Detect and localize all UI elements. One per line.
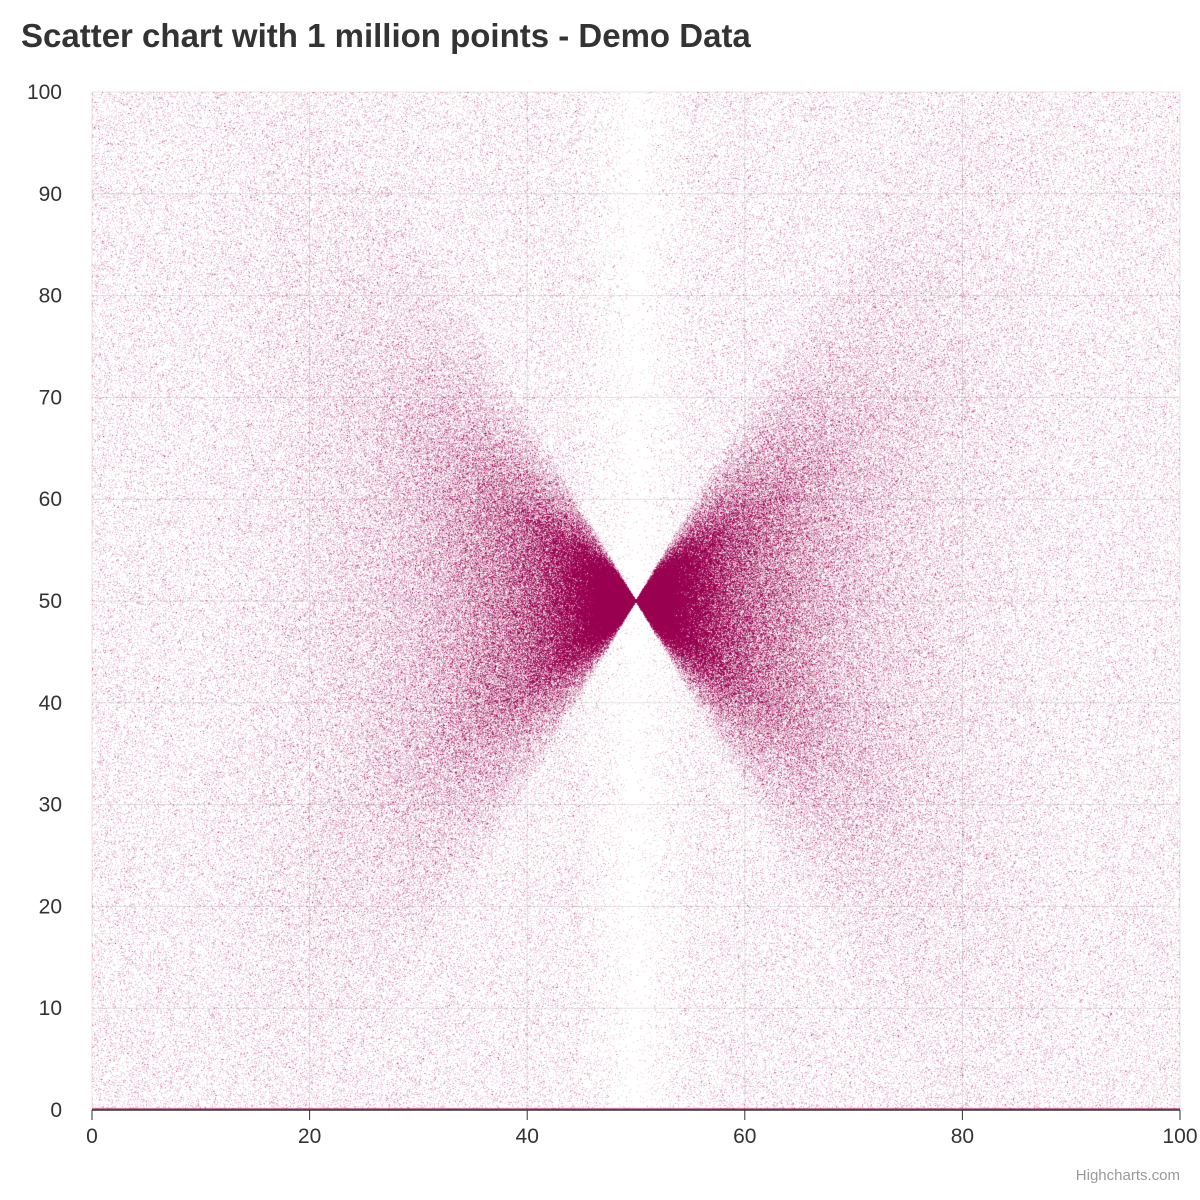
chart-title: Scatter chart with 1 million points - De… <box>21 17 751 54</box>
y-tick-label: 90 <box>39 183 62 206</box>
y-tick-label: 50 <box>39 590 62 613</box>
x-tick-label: 100 <box>1162 1125 1197 1148</box>
y-tick-label: 100 <box>27 81 62 104</box>
y-tick-label: 60 <box>39 488 62 511</box>
axis-layer <box>91 1109 1181 1120</box>
x-tick-label: 60 <box>733 1125 756 1148</box>
x-tick-label: 0 <box>86 1125 98 1148</box>
y-tick-label: 70 <box>39 386 62 409</box>
y-tick-label: 20 <box>39 895 62 918</box>
y-tick-label: 40 <box>39 692 62 715</box>
y-tick-label: 10 <box>39 997 62 1020</box>
scatter-series-canvas[interactable] <box>92 92 1180 1110</box>
x-tick-label: 80 <box>951 1125 974 1148</box>
y-tick-label: 80 <box>39 285 62 308</box>
y-tick-label: 30 <box>39 794 62 817</box>
x-tick-label: 20 <box>298 1125 321 1148</box>
y-axis-labels: 0 10 20 30 40 50 60 70 80 90 100 <box>27 81 62 1122</box>
credits-link[interactable]: Highcharts.com <box>1075 1167 1180 1184</box>
x-tick-label: 40 <box>516 1125 539 1148</box>
x-axis-labels: 0 20 40 60 80 100 <box>86 1125 1197 1148</box>
y-tick-label: 0 <box>50 1099 62 1122</box>
